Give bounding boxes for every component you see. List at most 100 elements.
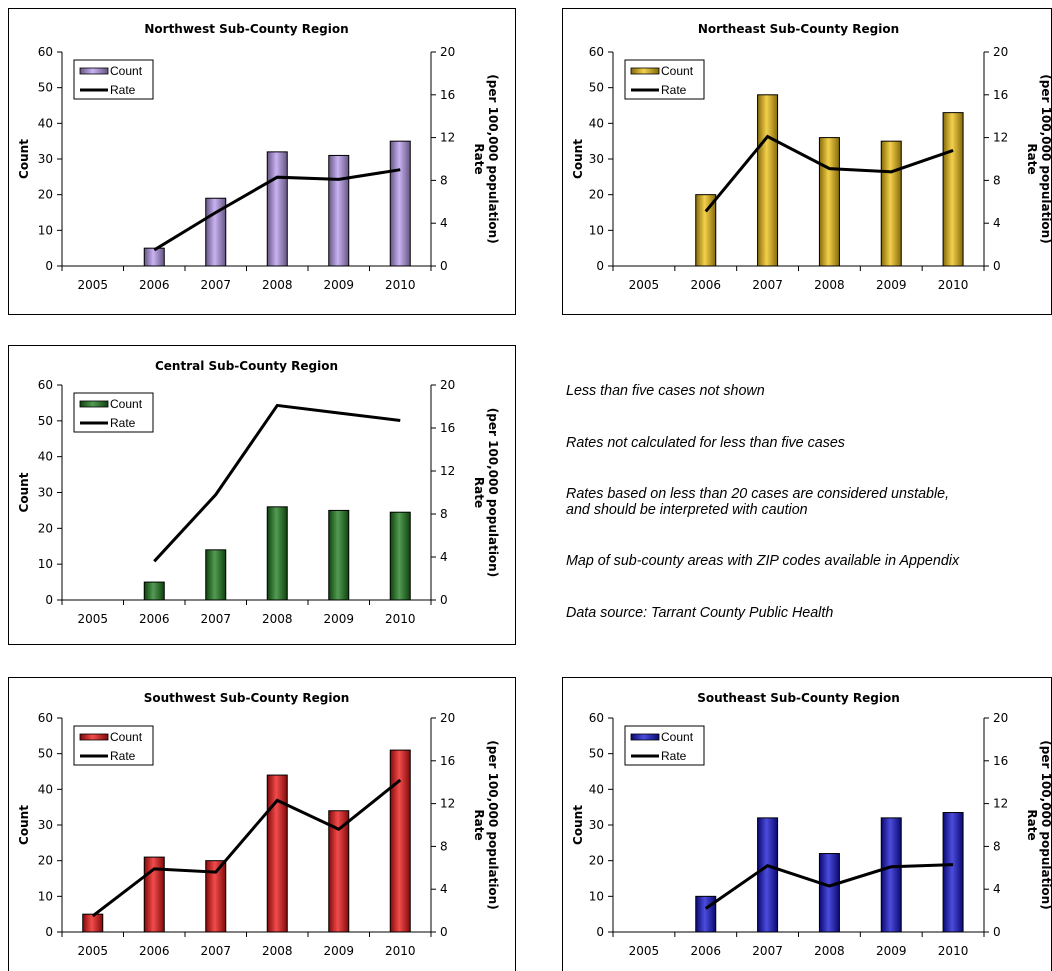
southwest-right-axis-subtitle: (per 100,000 population) — [486, 740, 500, 909]
northwest-chart-panel: Northwest Sub-County Region 0 10 20 30 40 50 60… — [8, 8, 516, 315]
southwest-left-tick-label: 0 — [45, 925, 53, 939]
southwest-bar-2006 — [143, 856, 165, 933]
southwest-right-tick-label: 8 — [440, 839, 448, 853]
northwest-chart-title: Northwest Sub-County Region — [144, 22, 348, 36]
southwest-left-tick-label: 60 — [38, 711, 53, 725]
southeast-right-tick-label: 4 — [993, 882, 1001, 896]
southwest-x-tick-label: 2007 — [200, 944, 231, 958]
northeast-right-tick-label: 12 — [993, 131, 1008, 145]
northeast-chart-svg: Northeast Sub-County Region0102030405060… — [562, 8, 1052, 315]
northeast-legend — [624, 59, 705, 100]
northeast-x-tick-label: 2008 — [814, 278, 845, 292]
northeast-left-axis-title: Count — [571, 139, 585, 179]
southwest-right-tick-label: 16 — [440, 754, 455, 768]
northwest-legend-rate-label: Rate — [110, 83, 136, 97]
northeast-left-tick-label: 0 — [596, 259, 604, 273]
northwest-bar-2009 — [328, 154, 350, 267]
southwest-x-tick-label: 2008 — [262, 944, 293, 958]
central-legend-count-swatch — [79, 400, 109, 408]
southeast-rate-line — [704, 863, 954, 910]
central-chart-group: Central Sub-County Region 0 10 20 30 40 50 60 0 4… — [8, 345, 516, 645]
central-x-tick-label: 2005 — [77, 612, 108, 626]
northeast-left-tick-label: 20 — [589, 188, 604, 202]
southwest-bar-2007 — [205, 860, 227, 933]
northeast-bar-2010 — [942, 112, 964, 267]
northeast-right-tick-label: 16 — [993, 88, 1008, 102]
southeast-right-axis-title: Rate — [1025, 809, 1039, 840]
southwest-right-axis-title: Rate — [472, 809, 486, 840]
southwest-left-axis-title: Count — [17, 805, 31, 845]
northeast-legend-count-swatch — [630, 67, 660, 75]
southwest-right-tick-label: 4 — [440, 882, 448, 896]
central-x-tick-label: 2010 — [385, 612, 416, 626]
northeast-x-tick-label: 2010 — [938, 278, 969, 292]
central-chart-svg: Central Sub-County Region 0 10 20 30 40 50 60 0 4… — [8, 345, 516, 645]
central-right-tick-label: 20 — [440, 378, 455, 392]
northwest-left-tick-label: 60 — [38, 45, 53, 59]
northwest-right-tick-label: 20 — [440, 45, 455, 59]
northeast-chart-border — [562, 8, 1052, 315]
central-left-tick-label: 40 — [38, 450, 53, 464]
northwest-x-tick-label: 2010 — [385, 278, 416, 292]
northwest-chart-svg: Northwest Sub-County Region0102030405060… — [8, 8, 516, 315]
central-left-tick-label: 60 — [38, 378, 53, 392]
central-x-tick-label: 2007 — [200, 612, 231, 626]
northwest-bar-2008 — [266, 151, 288, 267]
southwest-x-tick-label: 2010 — [385, 944, 416, 958]
southeast-left-tick-label: 50 — [589, 747, 604, 761]
northwest-left-tick-label: 40 — [38, 116, 53, 130]
northeast-right-tick-label: 8 — [993, 173, 1001, 187]
northwest-right-tick-label: 4 — [440, 216, 448, 230]
northwest-x-tick-label: 2007 — [200, 278, 231, 292]
northwest-chart-group: Northwest Sub-County Region0102030405060… — [8, 8, 516, 315]
southeast-chart-border — [562, 677, 1052, 971]
southeast-left-tick-label: 30 — [589, 818, 604, 832]
northeast-right-axis-title: Rate — [1025, 143, 1039, 174]
southeast-legend — [624, 725, 705, 766]
central-right-tick-label: 12 — [440, 464, 455, 478]
southeast-legend-count-label: Count — [661, 730, 694, 744]
southeast-right-tick-label: 16 — [993, 754, 1008, 768]
northeast-legend-rate-label: Rate — [661, 83, 687, 97]
southwest-legend-count-swatch — [79, 733, 109, 741]
northeast-right-axis-subtitle: (per 100,000 population) — [1039, 74, 1052, 243]
southeast-bar-2010 — [942, 812, 964, 933]
southeast-right-tick-label: 8 — [993, 839, 1001, 853]
southwest-left-tick-label: 40 — [38, 782, 53, 796]
central-right-tick-label: 16 — [440, 421, 455, 435]
central-bar-2008 — [266, 506, 288, 601]
central-right-axis-subtitle: (per 100,000 population) — [486, 408, 500, 577]
southwest-left-tick-label: 10 — [38, 889, 53, 903]
note-unstable-line2: and should be interpreted with caution — [566, 502, 808, 518]
northwest-legend — [73, 59, 154, 100]
southeast-right-axis-subtitle: (per 100,000 population) — [1039, 740, 1052, 909]
southeast-x-tick-label: 2005 — [629, 944, 660, 958]
note-map-appendix: Map of sub-county areas with ZIP codes a… — [566, 553, 960, 569]
southeast-x-tick-label: 2006 — [690, 944, 721, 958]
southeast-bar-2006 — [695, 895, 717, 933]
southeast-x-tick-label: 2009 — [876, 944, 907, 958]
northeast-x-tick-label: 2006 — [690, 278, 721, 292]
northeast-legend-count-label: Count — [661, 64, 694, 78]
northwest-right-axis-subtitle: (per 100,000 population) — [486, 74, 500, 243]
northeast-x-tick-label: 2007 — [752, 278, 783, 292]
northeast-rate-line — [704, 134, 954, 213]
southeast-left-tick-label: 20 — [589, 854, 604, 868]
central-left-tick-label: 30 — [38, 486, 53, 500]
note-unstable-line1: Rates based on less than 20 cases are co… — [566, 486, 950, 502]
northwest-legend-count-label: Count — [110, 64, 143, 78]
southeast-chart-group: Southeast Sub-County Region0102030405060… — [562, 677, 1052, 971]
central-left-tick-label: 0 — [45, 593, 53, 607]
northeast-left-tick-label: 60 — [589, 45, 604, 59]
northeast-bar-2008 — [818, 137, 840, 267]
southeast-bar-2008 — [818, 853, 840, 933]
southeast-right-tick-label: 0 — [993, 925, 1001, 939]
northeast-left-tick-label: 30 — [589, 152, 604, 166]
central-bar-2006 — [143, 581, 165, 601]
northwest-x-tick-label: 2005 — [77, 278, 108, 292]
southwest-x-tick-label: 2005 — [77, 944, 108, 958]
central-x-tick-label: 2006 — [139, 612, 170, 626]
southeast-x-tick-label: 2007 — [752, 944, 783, 958]
central-bar-2010 — [389, 511, 411, 601]
northeast-left-tick-label: 50 — [589, 81, 604, 95]
